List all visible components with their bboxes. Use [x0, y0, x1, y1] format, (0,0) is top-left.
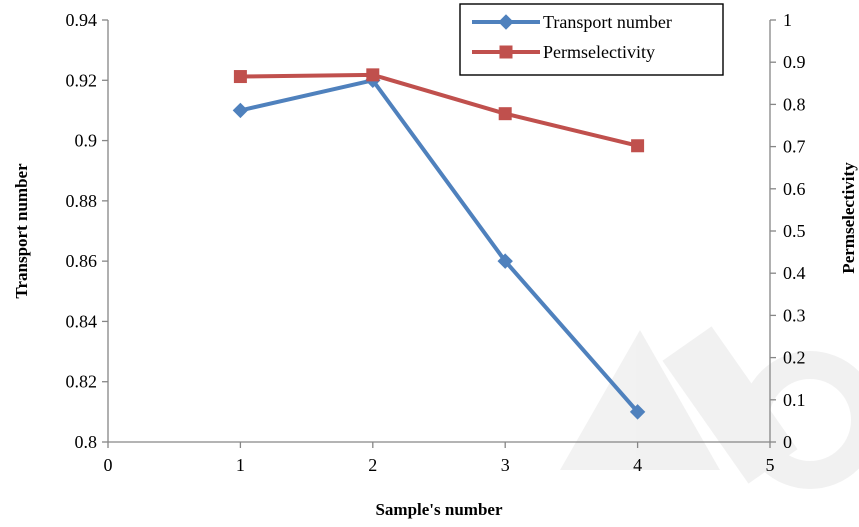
- y-tick-label: 0.88: [66, 191, 98, 211]
- y2-tick-label: 0: [783, 432, 792, 452]
- permselectivity-point: [631, 139, 645, 153]
- legend-marker-transport-number: [498, 14, 514, 30]
- permselectivity-point: [498, 107, 512, 121]
- y-axis-title: Transport number: [12, 163, 31, 299]
- x-axis-title: Sample's number: [375, 500, 502, 519]
- y2-tick-label: 0.4: [783, 263, 806, 283]
- transport-number-point: [232, 102, 249, 119]
- y2-axis-ticks: 0 0.1 0.2 0.3 0.4 0.5 0.6 0.7 0.8 0.9 1: [770, 10, 806, 452]
- x-tick-label: 5: [766, 455, 775, 475]
- x-tick-label: 1: [236, 455, 245, 475]
- series-layer: [232, 68, 646, 420]
- x-tick-label: 0: [104, 455, 113, 475]
- y2-axis-title: Permselectivity: [839, 162, 858, 274]
- y-tick-label: 0.92: [66, 70, 98, 90]
- x-tick-label: 4: [633, 455, 642, 475]
- y2-tick-label: 0.3: [783, 305, 806, 325]
- y2-tick-label: 0.6: [783, 179, 806, 199]
- y2-tick-label: 0.8: [783, 94, 806, 114]
- y-tick-label: 0.94: [66, 10, 98, 30]
- legend: Transport number Permselectivity: [459, 3, 724, 76]
- legend-label-permselectivity: Permselectivity: [543, 42, 655, 62]
- legend-box: [459, 3, 724, 76]
- y2-tick-label: 0.1: [783, 390, 806, 410]
- y2-tick-label: 0.5: [783, 221, 806, 241]
- y-tick-label: 0.84: [66, 311, 98, 331]
- watermark: [560, 326, 859, 489]
- y2-tick-label: 0.7: [783, 137, 806, 157]
- permselectivity-point: [366, 68, 380, 82]
- y-tick-label: 0.9: [75, 131, 98, 151]
- permselectivity-point: [233, 70, 247, 84]
- y2-tick-label: 0.9: [783, 52, 806, 72]
- y-axis-ticks: 0.8 0.82 0.84 0.86 0.88 0.9 0.92 0.94: [66, 10, 108, 452]
- transport-number-point: [629, 404, 646, 420]
- permselectivity-line: [240, 72, 639, 148]
- y-tick-label: 0.82: [66, 372, 98, 392]
- transport-number-line: [239, 78, 640, 414]
- x-axis-ticks: 0 1 2 3 4 5: [104, 442, 775, 475]
- x-tick-label: 3: [501, 455, 510, 475]
- legend-marker-permselectivity: [499, 45, 513, 59]
- legend-label-transport-number: Transport number: [543, 12, 672, 32]
- y-tick-label: 0.86: [66, 251, 98, 271]
- y2-tick-label: 1: [783, 10, 792, 30]
- y-tick-label: 0.8: [75, 432, 98, 452]
- y2-tick-label: 0.2: [783, 348, 806, 368]
- transport-number-point: [497, 253, 513, 269]
- x-tick-label: 2: [368, 455, 377, 475]
